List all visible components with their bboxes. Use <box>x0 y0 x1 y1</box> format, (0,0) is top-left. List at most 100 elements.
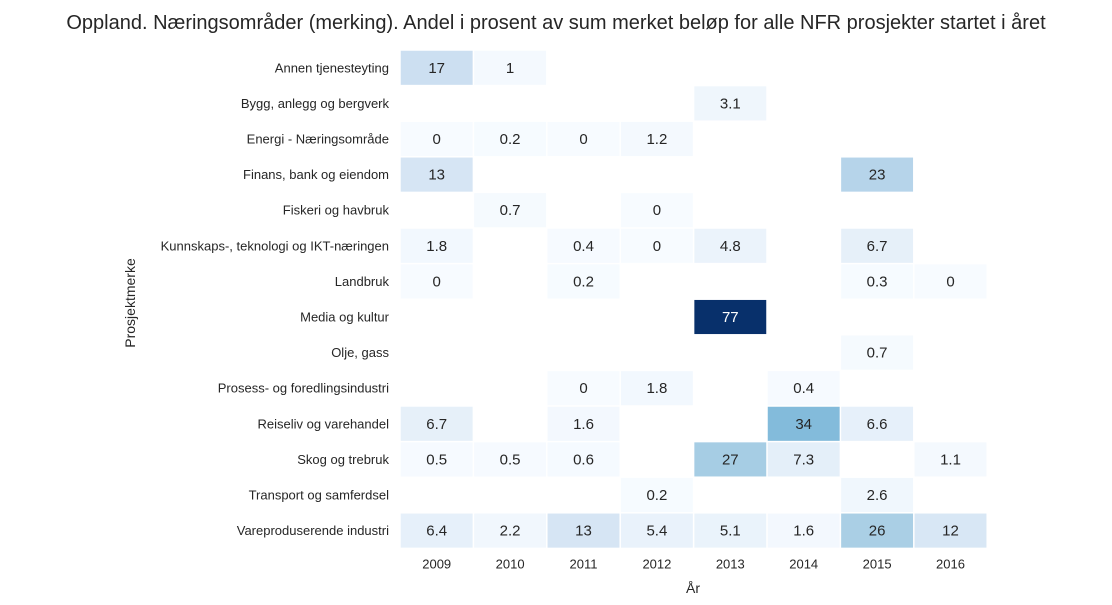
row-tick-label: Transport og samferdsel <box>249 488 390 503</box>
heatmap-cell <box>400 228 473 263</box>
cell-value-label: 77 <box>722 309 739 326</box>
heatmap-cell <box>400 121 473 157</box>
y-axis-title: Prosjektmerke <box>122 258 138 348</box>
cell-value-label: 6.6 <box>867 416 888 433</box>
heatmap-cell <box>620 477 693 513</box>
cell-value-label: 12 <box>942 523 959 540</box>
heatmap-cell <box>620 513 693 548</box>
row-tick-label: Landbruk <box>335 274 390 289</box>
column-tick-label: 2016 <box>936 556 965 571</box>
cell-value-label: 0.4 <box>573 238 594 255</box>
column-tick-label: 2013 <box>716 556 745 571</box>
cell-value-label: 0.7 <box>500 202 521 219</box>
row-tick-label: Finans, bank og eiendom <box>243 167 389 182</box>
cell-value-label: 1.8 <box>646 380 667 397</box>
cell-value-label: 1.6 <box>573 416 594 433</box>
x-axis-title: År <box>686 580 700 596</box>
row-tick-label: Energi - Næringsområde <box>247 132 389 147</box>
cell-value-label: 23 <box>869 167 886 184</box>
row-tick-label: Kunnskaps-, teknologi og IKT-næringen <box>161 238 389 253</box>
cell-value-label: 1.1 <box>940 451 961 468</box>
row-tick-label: Reiseliv og varehandel <box>257 416 389 431</box>
heatmap-cell <box>547 442 620 477</box>
row-tick-label: Bygg, anlegg og bergverk <box>241 96 390 111</box>
heatmap-cell <box>620 371 693 406</box>
cell-value-label: 0.7 <box>867 345 888 362</box>
heatmap-cell <box>474 50 547 85</box>
heatmap-cell <box>841 264 914 299</box>
heatmap-cell <box>474 121 547 157</box>
cell-value-label: 0.2 <box>646 487 667 504</box>
heatmap-cell <box>841 335 914 370</box>
cell-value-label: 0 <box>653 238 661 255</box>
row-labels: Annen tjenesteyting Bygg, anlegg og bergv… <box>161 60 390 538</box>
cell-value-label: 13 <box>575 523 592 540</box>
row-tick-label: Media og kultur <box>300 310 390 325</box>
column-tick-label: 2009 <box>422 556 451 571</box>
cell-value-label: 6.7 <box>426 416 447 433</box>
row-tick-label: Prosess- og foredlingsindustri <box>218 381 389 396</box>
heatmap-cell <box>767 371 840 406</box>
heatmap-cell <box>620 193 693 228</box>
cell-value-label: 27 <box>722 451 739 468</box>
cell-value-label: 2.2 <box>500 523 521 540</box>
heatmap-cell <box>547 264 620 299</box>
heatmap-cell <box>694 299 767 335</box>
row-tick-label: Fiskeri og havbruk <box>283 203 390 218</box>
cell-value-label: 0 <box>579 131 587 148</box>
cell-value-label: 17 <box>428 60 445 77</box>
cell-value-label: 0.3 <box>867 273 888 290</box>
heatmap-cell <box>914 442 987 477</box>
heatmap-cell <box>841 157 914 192</box>
cell-value-label: 5.4 <box>646 523 667 540</box>
cell-value-label: 0 <box>433 273 441 290</box>
cell-value-label: 13 <box>428 167 445 184</box>
cell-value-label: 0.5 <box>426 451 447 468</box>
cell-value-label: 0.4 <box>793 380 814 397</box>
heatmap-cell <box>400 513 473 548</box>
cell-value-label: 6.4 <box>426 523 447 540</box>
row-tick-label: Vareproduserende industri <box>237 523 389 538</box>
cell-value-label: 0.2 <box>500 131 521 148</box>
heatmap-cell <box>400 264 473 299</box>
cell-value-label: 34 <box>795 416 812 433</box>
cell-value-label: 26 <box>869 523 886 540</box>
heatmap-cell <box>767 513 840 548</box>
cell-value-label: 1.6 <box>793 523 814 540</box>
heatmap-cell <box>400 50 473 85</box>
heatmap-cell <box>620 121 693 157</box>
chart-title: Oppland. Næringsområder (merking). Andel… <box>66 12 1046 34</box>
cell-value-label: 1 <box>506 60 514 77</box>
cell-value-label: 7.3 <box>793 451 814 468</box>
column-tick-label: 2010 <box>496 556 525 571</box>
heatmap-cell <box>547 371 620 406</box>
heatmap-cell <box>841 513 914 548</box>
heatmap-cell <box>547 406 620 441</box>
heatmap-cell <box>767 442 840 477</box>
cell-value-label: 3.1 <box>720 95 741 112</box>
cell-value-label: 0.5 <box>500 451 521 468</box>
cell-value-label: 4.8 <box>720 238 741 255</box>
heatmap-cell <box>841 228 914 263</box>
heatmap-cell <box>914 513 987 548</box>
heatmap-cell <box>767 406 840 441</box>
cell-value-label: 5.1 <box>720 523 741 540</box>
column-tick-label: 2012 <box>642 556 671 571</box>
heatmap-cell <box>474 193 547 228</box>
heatmap-cell <box>694 86 767 121</box>
heatmap-cell <box>841 406 914 441</box>
cell-value-label: 0 <box>946 273 954 290</box>
heatmap-cell <box>547 228 620 263</box>
row-tick-label: Annen tjenesteyting <box>275 60 389 75</box>
cell-value-label: 0.6 <box>573 451 594 468</box>
heatmap-cell <box>914 264 987 299</box>
cell-value-label: 0 <box>433 131 441 148</box>
heatmap-cell <box>400 157 473 192</box>
cell-value-label: 6.7 <box>867 238 888 255</box>
heatmap-cell <box>841 477 914 513</box>
heatmap-cell <box>547 513 620 548</box>
column-tick-label: 2011 <box>570 556 598 571</box>
cell-value-label: 0.2 <box>573 273 594 290</box>
heatmap-cell <box>400 406 473 441</box>
heatmap-cell <box>620 228 693 263</box>
